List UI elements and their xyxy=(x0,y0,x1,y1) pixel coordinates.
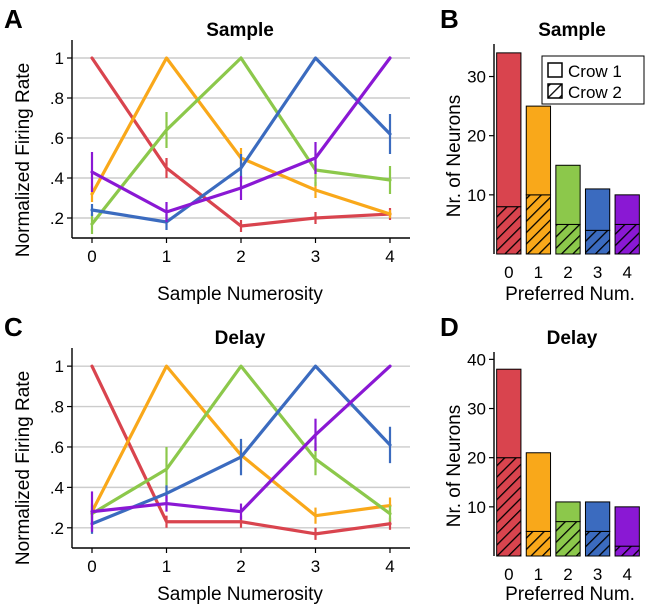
y-tick-label: 1 xyxy=(55,49,64,68)
bar-group-3 xyxy=(584,501,611,557)
y-tick-label: 10 xyxy=(467,498,486,517)
y-tick-label: .2 xyxy=(50,519,64,538)
series-preferred-2 xyxy=(90,56,392,234)
bar-group-2 xyxy=(555,164,581,255)
panel-letter-b: B xyxy=(440,4,459,34)
y-axis-label: Normalized Firing Rate xyxy=(13,63,34,257)
x-tick-label: 2 xyxy=(563,263,572,282)
x-tick-label: 2 xyxy=(236,247,245,266)
legend-label-crow-1: Crow 1 xyxy=(568,62,622,81)
y-tick-label: .2 xyxy=(50,209,64,228)
y-tick-label: .8 xyxy=(50,398,64,417)
line-chart-delay: Delay Normalized Firing Rate Sample Nume… xyxy=(13,328,410,605)
bar-group-1 xyxy=(525,452,552,557)
y-axis-label: Normalized Firing Rate xyxy=(13,371,34,565)
chart-title: Sample xyxy=(538,20,606,41)
y-tick-label: 20 xyxy=(467,449,486,468)
bar-crow-2-hatch xyxy=(615,224,640,254)
x-tick-label: 0 xyxy=(87,557,96,576)
bar-group-3 xyxy=(584,188,611,255)
y-tick-label: 20 xyxy=(467,127,486,146)
bar-crow-2-hatch xyxy=(615,546,640,556)
y-tick-label: .6 xyxy=(50,129,64,148)
x-tick-label: 4 xyxy=(622,263,631,282)
series-preferred-0 xyxy=(90,56,392,232)
y-axis-label: Nr. of Neurons xyxy=(444,95,465,218)
panel-letter-c: C xyxy=(4,312,23,342)
bar-group-0 xyxy=(496,52,522,255)
x-axis-label: Sample Numerosity xyxy=(157,584,323,605)
chart-title: Delay xyxy=(215,328,266,349)
bar-crow-2-hatch xyxy=(526,194,551,254)
bar-crow-2-hatch xyxy=(526,531,551,556)
bar-crow-1 xyxy=(525,452,552,532)
y-tick-label: .4 xyxy=(50,478,64,497)
y-axis-label: Nr. of Neurons xyxy=(444,405,465,528)
bar-group-4 xyxy=(614,506,640,557)
chart-title: Delay xyxy=(547,328,598,349)
x-tick-label: 3 xyxy=(593,263,602,282)
x-axis-label: Sample Numerosity xyxy=(157,284,323,305)
bar-crow-1 xyxy=(525,105,552,196)
series-preferred-3 xyxy=(90,56,392,230)
bar-group-1 xyxy=(525,105,552,255)
x-tick-label: 4 xyxy=(622,565,631,584)
chart-title: Sample xyxy=(206,20,274,41)
bar-crow-1 xyxy=(555,164,581,225)
x-tick-label: 1 xyxy=(162,557,171,576)
y-tick-label: 10 xyxy=(467,186,486,205)
y-tick-label: .6 xyxy=(50,438,64,457)
bar-crow-2-hatch xyxy=(555,521,581,556)
panel-letter-a: A xyxy=(4,4,23,34)
x-tick-label: 2 xyxy=(236,557,245,576)
y-tick-label: 1 xyxy=(55,357,64,376)
bar-chart-sample: Sample Nr. of Neurons Preferred Num. 102… xyxy=(444,20,645,305)
bar-group-2 xyxy=(555,501,581,557)
x-tick-label: 4 xyxy=(385,557,394,576)
bar-crow-1 xyxy=(614,194,640,225)
x-axis-label: Preferred Num. xyxy=(505,584,635,605)
bar-crow-1 xyxy=(614,506,640,547)
y-tick-label: .8 xyxy=(50,89,64,108)
y-tick-label: 30 xyxy=(467,68,486,87)
x-tick-label: 0 xyxy=(504,565,513,584)
series-preferred-4 xyxy=(90,364,392,532)
bar-crow-1 xyxy=(584,188,611,231)
bar-crow-2-hatch xyxy=(496,457,521,556)
x-tick-label: 3 xyxy=(593,565,602,584)
x-tick-label: 1 xyxy=(534,565,543,584)
x-tick-label: 3 xyxy=(311,247,320,266)
bar-group-4 xyxy=(614,194,640,255)
x-tick-label: 0 xyxy=(504,263,513,282)
legend: Crow 1 Crow 2 xyxy=(541,55,645,105)
x-axis-label: Preferred Num. xyxy=(505,284,635,305)
x-tick-label: 3 xyxy=(311,557,320,576)
series-preferred-4 xyxy=(90,56,392,222)
bar-crow-1 xyxy=(496,368,522,459)
panel-letter-d: D xyxy=(440,312,459,342)
x-tick-label: 4 xyxy=(385,247,394,266)
x-tick-label: 1 xyxy=(162,247,171,266)
legend-swatch-crow-1 xyxy=(547,62,563,78)
bar-crow-1 xyxy=(496,52,522,208)
x-tick-label: 2 xyxy=(563,565,572,584)
x-tick-label: 0 xyxy=(87,247,96,266)
bar-crow-2-hatch xyxy=(585,230,610,254)
y-tick-label: 40 xyxy=(467,350,486,369)
y-tick-label: 30 xyxy=(467,400,486,419)
line-chart-sample: Sample Normalized Firing Rate Sample Num… xyxy=(13,20,410,305)
bar-crow-2-hatch xyxy=(496,206,521,254)
legend-label-crow-2: Crow 2 xyxy=(568,83,622,102)
bar-crow-2-hatch xyxy=(585,531,610,556)
y-tick-label: .4 xyxy=(50,169,64,188)
bar-chart-delay: Delay Nr. of Neurons Preferred Num. 1020… xyxy=(444,328,640,605)
x-tick-label: 1 xyxy=(534,263,543,282)
legend-swatch-crow-2 xyxy=(547,83,563,99)
bar-group-0 xyxy=(496,368,522,557)
bar-crow-2-hatch xyxy=(555,224,581,254)
bar-crow-1 xyxy=(584,501,611,532)
bar-crow-1 xyxy=(555,501,581,523)
